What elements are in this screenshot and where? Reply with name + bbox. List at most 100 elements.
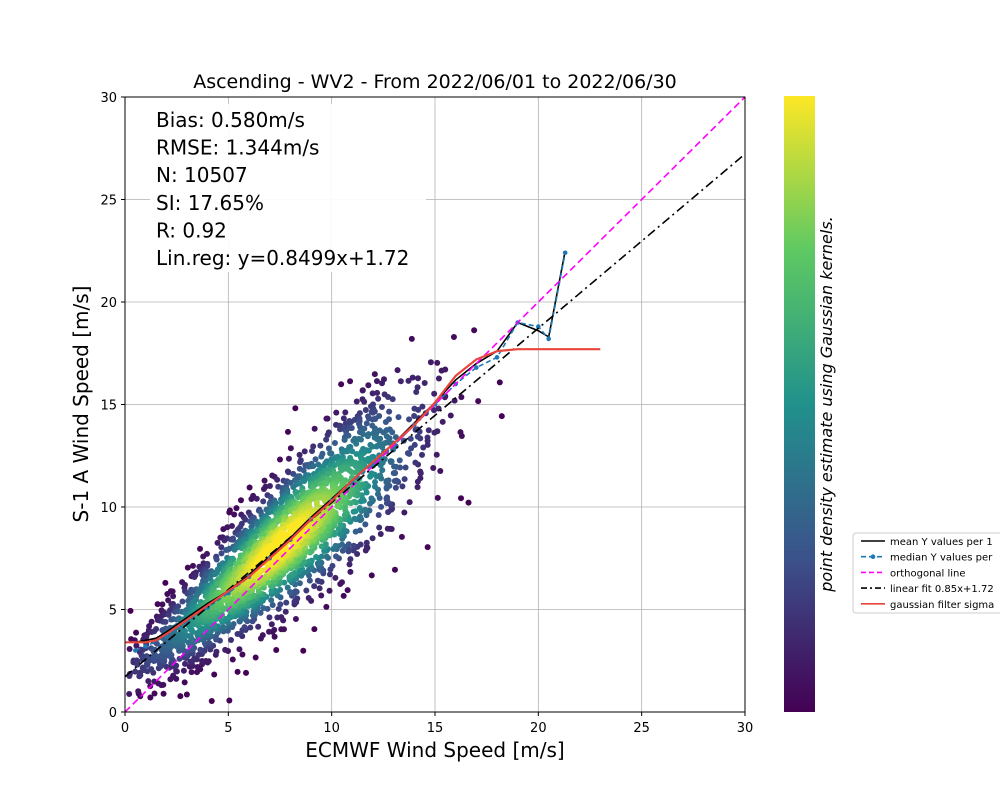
stats-box: Bias: 0.580m/s RMSE: 1.344m/s N: 10507 SI: … <box>150 104 426 272</box>
scatter-point <box>169 588 176 595</box>
scatter-point <box>165 611 172 618</box>
scatter-point <box>340 415 347 422</box>
scatter-point <box>197 545 204 552</box>
scatter-point <box>288 571 295 578</box>
series-line-5 <box>125 348 601 644</box>
scatter-point <box>347 378 354 385</box>
scatter-point <box>368 495 375 502</box>
scatter-point <box>218 611 225 618</box>
scatter-point <box>195 589 202 596</box>
scatter-point <box>214 539 221 546</box>
scatter-point <box>358 497 365 504</box>
scatter-point <box>310 463 317 470</box>
scatter-point <box>300 647 307 654</box>
scatter-point <box>371 371 378 378</box>
scatter-point <box>406 416 413 423</box>
scatter-point <box>353 398 360 405</box>
scatter-point <box>417 468 424 475</box>
scatter-point <box>349 448 356 455</box>
scatter-point <box>296 567 303 574</box>
scatter-point <box>373 436 380 443</box>
stats-line: SI: 17.65% <box>156 191 264 215</box>
scatter-point <box>237 497 244 504</box>
legend-entry: orthogonal line <box>890 568 966 579</box>
scatter-point <box>294 494 301 501</box>
scatter-point <box>301 478 308 485</box>
legend-frame <box>852 532 1000 614</box>
scatter-point <box>391 478 398 485</box>
scatter-point <box>326 587 333 594</box>
scatter-point <box>259 632 266 639</box>
scatter-point <box>284 428 291 435</box>
colorbar <box>784 96 815 712</box>
scatter-point <box>411 413 418 420</box>
scatter-point <box>376 524 383 531</box>
scatter-point <box>347 568 354 575</box>
scatter-point <box>353 440 360 447</box>
scatter-point <box>414 478 421 485</box>
scatter-point <box>352 463 359 470</box>
scatter-point <box>475 398 482 405</box>
scatter-point <box>316 585 323 592</box>
scatter-point <box>154 601 161 608</box>
scatter-point <box>389 396 396 403</box>
scatter-point <box>275 517 282 524</box>
scatter-point <box>275 605 282 612</box>
scatter-point <box>413 388 420 395</box>
scatter-point <box>183 691 190 698</box>
scatter-point <box>352 528 359 535</box>
scatter-point <box>325 471 332 478</box>
scatter-point <box>340 592 347 599</box>
scatter-point <box>408 445 415 452</box>
scatter-point <box>347 556 354 563</box>
scatter-point <box>334 503 341 510</box>
scatter-point <box>360 431 367 438</box>
scatter-point <box>148 666 155 673</box>
scatter-point <box>282 608 289 615</box>
scatter-point <box>231 511 238 518</box>
y-tick-label: 20 <box>100 296 117 311</box>
scatter-point <box>271 626 278 633</box>
scatter-point <box>450 333 457 340</box>
scatter-point <box>309 448 316 455</box>
scatter-point <box>424 544 431 551</box>
scatter-point <box>380 429 387 436</box>
scatter-point <box>498 413 505 420</box>
series-marker <box>546 336 551 342</box>
scatter-point <box>145 678 152 685</box>
scatter-point <box>294 595 301 602</box>
scatter-point <box>239 651 246 658</box>
scatter-point <box>430 464 437 471</box>
scatter-point <box>218 550 225 557</box>
scatter-point <box>236 646 243 653</box>
scatter-point <box>431 407 438 414</box>
scatter-point <box>344 587 351 594</box>
scatter-point <box>285 455 292 462</box>
scatter-point <box>323 480 330 487</box>
scatter-point <box>326 571 333 578</box>
scatter-point <box>357 436 364 443</box>
scatter-point <box>133 629 140 636</box>
scatter-point <box>386 408 393 415</box>
stats-line: Bias: 0.580m/s <box>156 108 305 132</box>
scatter-point <box>300 467 307 474</box>
scatter-point <box>451 397 458 404</box>
scatter-point <box>234 668 241 675</box>
chart-title: Ascending - WV2 - From 2022/06/01 to 202… <box>193 71 677 93</box>
scatter-point <box>151 678 158 685</box>
scatter-point <box>346 546 353 553</box>
scatter-point <box>175 603 182 610</box>
scatter-point <box>338 381 345 388</box>
scatter-point <box>226 509 233 516</box>
y-tick-label: 0 <box>109 706 117 721</box>
scatter-point <box>338 579 345 586</box>
scatter-point <box>301 558 308 565</box>
scatter-point <box>191 574 198 581</box>
scatter-point <box>161 611 168 618</box>
scatter-point <box>296 451 303 458</box>
scatter-point <box>424 434 431 441</box>
scatter-point <box>287 589 294 596</box>
legend-entry: mean Y values per 1 <box>890 537 993 548</box>
scatter-point <box>274 476 281 483</box>
scatter-point <box>397 378 404 385</box>
